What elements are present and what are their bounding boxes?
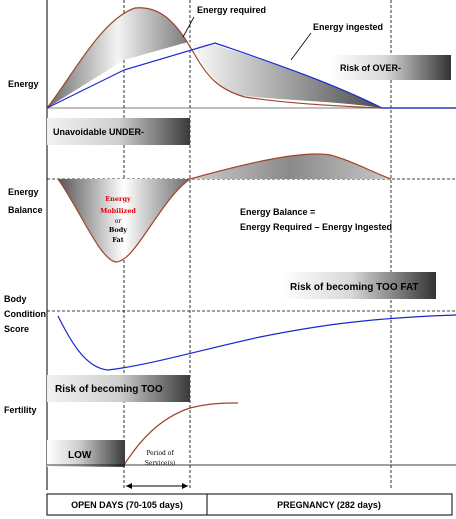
risk-too-label: Risk of becoming TOO <box>55 384 163 395</box>
energy-required-curve <box>46 7 456 109</box>
energy-ingested-leader <box>290 32 312 61</box>
energy-required-leader <box>182 16 195 38</box>
timeline-pregnancy: PREGNANCY (282 days) <box>277 500 381 510</box>
energy-deficit-shading <box>47 7 188 109</box>
row-label-energy: Energy <box>8 79 39 89</box>
unavoidable-under-band <box>47 118 190 145</box>
balance-negative-curve <box>57 178 191 263</box>
balance-equation-2: Energy Required – Energy Ingested <box>240 222 392 232</box>
mobilized-label-1: Energy <box>105 195 131 203</box>
service-period-label-2: Service(s) <box>145 460 176 467</box>
balance-equation-1: Energy Balance = <box>240 207 315 217</box>
row-label-fertility: Fertility <box>4 405 37 415</box>
energy-surplus-shading <box>188 42 382 108</box>
balance-positive-curve <box>189 153 392 180</box>
low-fertility-label: LOW <box>68 450 92 461</box>
unavoidable-under-label: Unavoidable UNDER- <box>53 127 144 137</box>
row-label-energy-balance-2: Balance <box>8 205 43 215</box>
row-label-energy-balance-1: Energy <box>8 187 39 197</box>
row-label-bcs-2: Condition <box>4 309 46 319</box>
risk-over-label: Risk of OVER- <box>340 63 401 73</box>
row-label-bcs-3: Score <box>4 324 29 334</box>
balance-negative-shading <box>58 179 190 262</box>
bcs-curve <box>57 314 456 371</box>
low-fertility-band <box>47 440 125 467</box>
fertility-curve <box>123 402 239 466</box>
risk-too-band <box>47 375 190 402</box>
risk-too-fat-label: Risk of becoming TOO FAT <box>290 282 419 293</box>
row-label-bcs-1: Body <box>4 294 27 304</box>
mobilized-label-3: or <box>115 218 122 225</box>
energy-required-label: Energy required <box>197 5 266 15</box>
mobilized-label-4: Body <box>109 226 127 234</box>
mobilized-label-5: Fat <box>112 236 123 244</box>
mobilized-label-2: Mobilized <box>100 207 136 215</box>
energy-ingested-curve <box>46 42 456 109</box>
risk-too-fat-band <box>282 272 436 299</box>
service-period-label-1: Period of <box>146 450 174 457</box>
energy-ingested-label: Energy ingested <box>313 22 383 32</box>
balance-positive-shading <box>190 154 391 179</box>
timeline-bar <box>46 493 453 516</box>
risk-over-band <box>331 55 451 80</box>
timeline-open-days: OPEN DAYS (70-105 days) <box>71 500 183 510</box>
